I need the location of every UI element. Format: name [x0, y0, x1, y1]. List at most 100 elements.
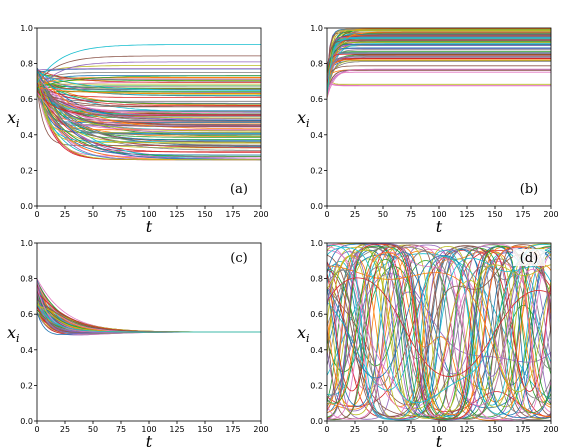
x-tick-label: 100: [431, 210, 446, 219]
series-line: [37, 68, 261, 71]
series-line: [327, 248, 551, 421]
x-tick-label: 50: [378, 425, 388, 434]
x-tick-label: 175: [225, 425, 240, 434]
series-group: [327, 243, 551, 421]
series-line: [327, 60, 551, 97]
panel-label-bg: [223, 180, 255, 197]
x-tick-label: 0: [34, 210, 39, 219]
series-line: [327, 69, 551, 91]
series-line: [327, 244, 551, 421]
y-tick-label: 0.0: [310, 202, 323, 211]
y-tick-label: 1.0: [310, 239, 323, 248]
series-line: [327, 59, 551, 90]
x-tick-label: 75: [406, 425, 416, 434]
x-tick-label: 175: [515, 210, 530, 219]
y-axis-label: xi: [7, 108, 20, 130]
series-line: [327, 247, 551, 421]
series-group: [37, 44, 261, 161]
y-tick-label: 0.0: [310, 417, 323, 426]
y-axis-label-main: x: [7, 323, 16, 342]
series-line: [327, 36, 551, 99]
x-axis-label: t: [436, 217, 443, 236]
x-tick-label: 0: [324, 210, 329, 219]
series-line: [37, 76, 261, 105]
series-line: [37, 80, 261, 112]
x-tick-label: 0: [324, 425, 329, 434]
series-line: [37, 83, 261, 102]
y-tick-label: 0.2: [20, 166, 33, 175]
x-tick-label: 50: [88, 210, 98, 219]
panel-label: (b): [520, 182, 538, 197]
series-line: [327, 245, 551, 418]
series-line: [327, 249, 551, 419]
y-axis-label-main: x: [297, 323, 306, 342]
x-tick-label: 150: [487, 425, 502, 434]
series-line: [37, 81, 261, 153]
series-line: [37, 89, 261, 119]
series-line: [327, 55, 551, 74]
x-tick-label: 150: [197, 425, 212, 434]
series-line: [327, 35, 551, 69]
series-line: [327, 29, 551, 94]
series-line: [327, 243, 551, 419]
y-tick-label: 0.0: [20, 202, 33, 211]
x-tick-label: 125: [459, 210, 474, 219]
series-line: [327, 59, 551, 74]
series-line: [327, 38, 551, 93]
series-line: [37, 90, 261, 116]
series-line: [327, 247, 551, 415]
y-tick-label: 0.6: [20, 95, 33, 104]
y-tick-label: 0.2: [310, 381, 323, 390]
series-line: [327, 47, 551, 70]
y-tick-label: 0.4: [20, 346, 33, 355]
series-line: [37, 72, 261, 151]
series-line: [37, 74, 261, 120]
series-line: [327, 36, 551, 100]
series-line: [327, 246, 551, 421]
series-line: [37, 72, 261, 88]
x-tick-label: 0: [34, 425, 39, 434]
series-line: [327, 246, 551, 410]
series-line: [37, 91, 261, 131]
series-line: [327, 277, 551, 377]
series-line: [327, 34, 551, 69]
panel-label: (c): [230, 251, 247, 266]
series-line: [327, 42, 551, 99]
series-line: [37, 85, 261, 90]
series-line: [37, 84, 261, 126]
x-tick-label: 75: [406, 210, 416, 219]
x-tick-label: 150: [487, 210, 502, 219]
series-line: [37, 304, 261, 333]
x-tick-label: 175: [225, 210, 240, 219]
series-line: [327, 55, 551, 79]
y-tick-label: 0.4: [310, 131, 323, 140]
y-tick-label: 0.6: [310, 310, 323, 319]
x-tick-label: 125: [169, 210, 184, 219]
series-line: [327, 58, 551, 76]
x-tick-label: 125: [459, 425, 474, 434]
series-line: [327, 30, 551, 94]
y-axis-label: xi: [297, 108, 310, 130]
series-line: [37, 81, 261, 107]
series-line: [327, 244, 551, 420]
series-line: [327, 28, 551, 93]
series-line: [327, 37, 551, 97]
y-axis-label-sub: i: [16, 332, 20, 345]
x-tick-label: 75: [116, 425, 126, 434]
x-tick-label: 100: [431, 425, 446, 434]
series-line: [37, 75, 261, 89]
y-tick-label: 0.0: [20, 417, 33, 426]
series-line: [327, 249, 551, 420]
panel-a: 0 25 50 75 100 125 150 175 200 0.0 0.2 0.4 0.6 0.8 1.0…: [7, 24, 269, 236]
series-line: [327, 31, 551, 93]
y-axis-label-main: x: [7, 108, 16, 127]
series-line: [37, 68, 261, 144]
panel-b: 0 25 50 75 100 125 150 175 200 0.0 0.2 0.4 0.6 0.8 1.0…: [297, 24, 559, 236]
y-axis-label-main: x: [297, 108, 306, 127]
series-line: [327, 245, 551, 415]
series-line: [327, 44, 551, 85]
series-group: [327, 28, 551, 100]
series-line: [327, 48, 551, 78]
x-tick-label: 50: [88, 425, 98, 434]
y-tick-label: 1.0: [20, 239, 33, 248]
